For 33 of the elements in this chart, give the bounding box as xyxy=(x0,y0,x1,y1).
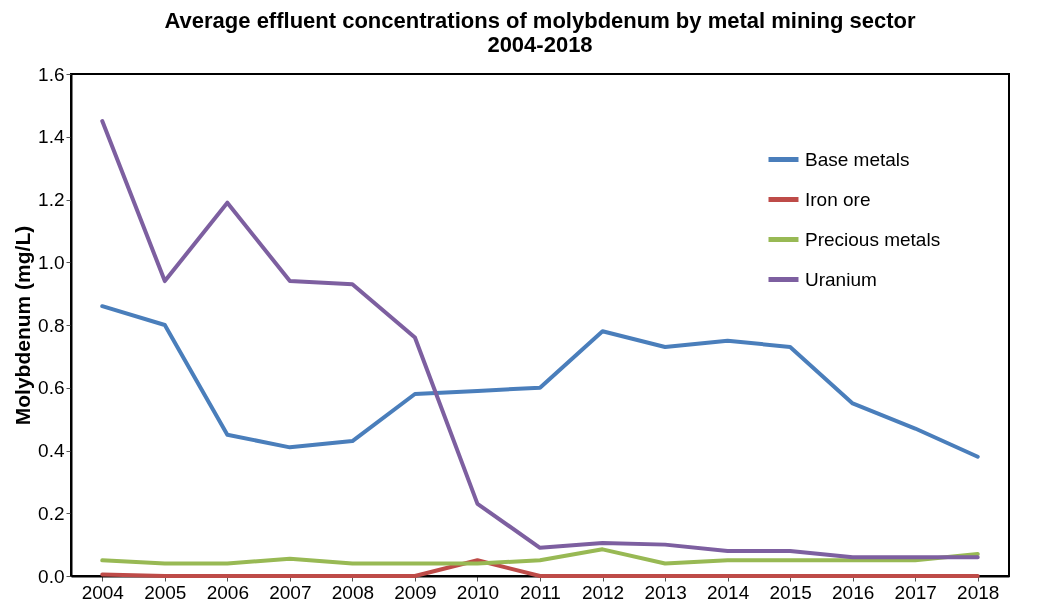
x-tick-label: 2006 xyxy=(206,581,249,603)
line-series xyxy=(100,119,980,560)
line-series xyxy=(100,547,980,566)
x-tick-label: 2009 xyxy=(394,581,437,603)
x-tick-label: 2008 xyxy=(331,581,375,603)
y-tick-label: 1.0 xyxy=(38,251,65,273)
x-tick-label: 2004 xyxy=(81,581,125,603)
y-tick-label: 1.6 xyxy=(38,63,65,85)
x-tick-label: 2012 xyxy=(581,581,625,603)
x-tick-label: 2016 xyxy=(832,581,875,603)
legend-label: Precious metals xyxy=(805,228,941,250)
chart-title: Average effluent concentrations of molybdenum by metal mining sector 2004-2018 xyxy=(164,8,916,57)
line-series xyxy=(100,304,980,459)
y-tick-label: 1.2 xyxy=(38,189,65,210)
x-tick-label: 2005 xyxy=(144,581,187,603)
legend-label: Uranium xyxy=(805,268,877,290)
y-axis-title: Molybdenum (mg/L) xyxy=(11,225,35,426)
legend-label: Iron ore xyxy=(805,188,871,210)
x-tick-label: 2014 xyxy=(706,581,750,603)
x-tick-label: 2011 xyxy=(520,581,561,603)
y-tick-label: 0.6 xyxy=(38,377,65,399)
y-tick-label: 1.4 xyxy=(38,126,65,148)
y-tick-label: 0.0 xyxy=(38,565,65,587)
x-tick-label: 2018 xyxy=(957,581,1000,603)
x-tick-label: 2015 xyxy=(769,581,812,603)
y-tick-label: 0.4 xyxy=(38,440,65,461)
y-tick-label: 0.8 xyxy=(38,314,65,336)
x-tick-label: 2010 xyxy=(456,581,500,603)
x-tick-label: 2007 xyxy=(269,581,312,603)
x-tick-label: 2013 xyxy=(644,581,687,603)
legend-label: Base metals xyxy=(805,148,910,170)
y-tick-label: 0.2 xyxy=(38,502,65,524)
x-tick-label: 2017 xyxy=(894,581,937,603)
